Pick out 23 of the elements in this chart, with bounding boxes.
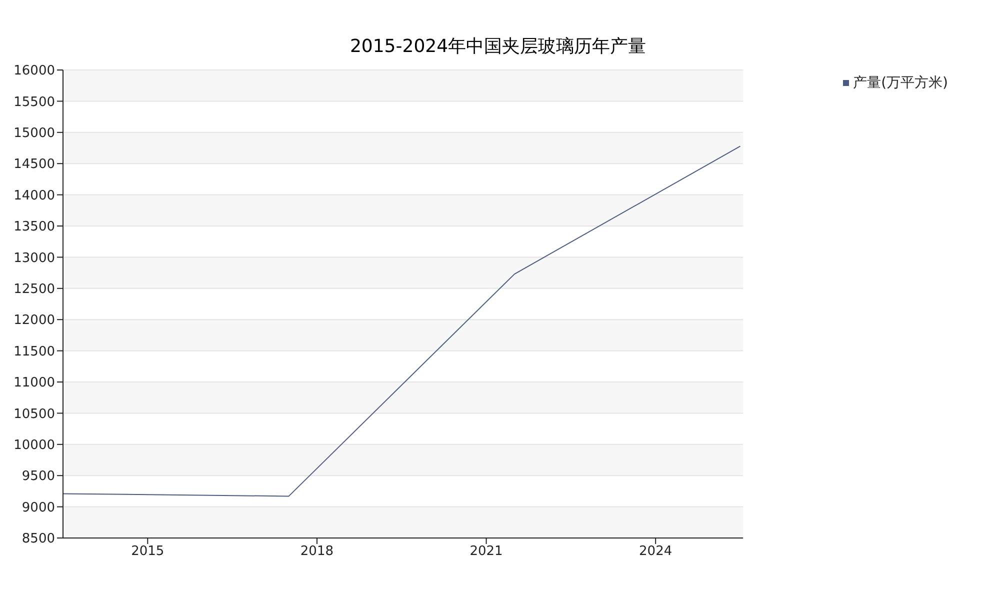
y-tick-label: 12000 <box>14 313 55 328</box>
y-tick-label: 16000 <box>14 64 55 79</box>
y-tick-label: 10000 <box>14 438 55 454</box>
chart-title: 2015-2024年中国夹层玻璃历年产量 <box>348 35 648 58</box>
line-series <box>63 146 741 497</box>
x-tick-label: 2018 <box>300 544 334 560</box>
x-tick-label: 2021 <box>470 544 503 560</box>
legend-label: 产量(万平方米) <box>853 74 948 92</box>
y-tick-label: 9500 <box>22 469 55 484</box>
y-tick-label: 11500 <box>14 344 55 360</box>
y-tick-label: 12500 <box>14 282 55 298</box>
y-tick-label: 14000 <box>14 188 55 204</box>
y-tick-label: 11000 <box>14 376 55 391</box>
y-tick-label: 15000 <box>14 126 55 142</box>
y-tick-label: 10500 <box>14 406 55 422</box>
x-tick-label: 2015 <box>131 544 164 560</box>
y-tick-label: 8500 <box>22 532 55 547</box>
y-tick-label: 15500 <box>14 94 55 110</box>
y-tick-label: 13500 <box>14 220 55 235</box>
y-tick-label: 14500 <box>14 157 55 172</box>
y-tick-label: 9000 <box>22 500 55 516</box>
y-tick-label: 13000 <box>14 250 55 266</box>
x-tick-label: 2024 <box>639 544 672 560</box>
